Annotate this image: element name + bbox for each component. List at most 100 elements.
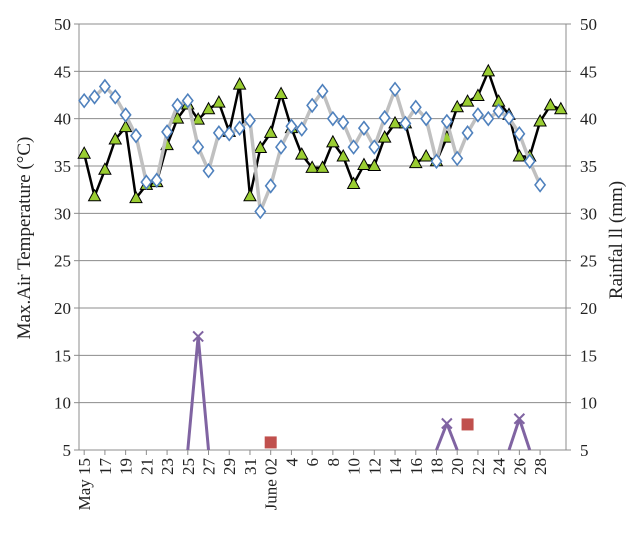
- diamond-marker: [337, 114, 350, 131]
- y-tick-label-left: 5: [63, 441, 72, 460]
- triangle-marker: [553, 101, 568, 115]
- y-tick-label-left: 10: [54, 394, 71, 413]
- triangle-marker: [201, 101, 216, 115]
- diamond-marker: [523, 153, 536, 170]
- diamond-marker: [181, 92, 194, 109]
- y-tick-label-left: 50: [54, 15, 71, 34]
- triangle-marker: [253, 140, 268, 154]
- x-marker-stroke: [441, 417, 453, 430]
- triangle-marker: [274, 86, 288, 100]
- x-tick-label: 18: [427, 458, 446, 475]
- x-marker-stroke: [192, 330, 204, 343]
- diamond-marker: [389, 81, 402, 98]
- square-marker: [264, 436, 277, 449]
- diamond-marker: [513, 126, 526, 142]
- y-tick-label-left: 40: [54, 110, 71, 129]
- triangle-marker: [377, 130, 392, 143]
- triangle-marker: [326, 134, 340, 148]
- x-tick-label: 23: [158, 458, 177, 475]
- y-axis-label-right: Rainfal ll (mm): [606, 181, 627, 299]
- triangle-marker: [98, 162, 112, 175]
- label-layer: Max.Air Temperature (°C) Rainfal ll (mm): [14, 137, 627, 340]
- y-tick-label-left: 30: [54, 204, 71, 223]
- diamond-marker: [451, 150, 464, 167]
- diamond-marker: [119, 107, 132, 123]
- x-tick-label: May 15: [75, 458, 94, 510]
- diamond-marker: [88, 89, 101, 105]
- diamond-marker: [98, 78, 111, 95]
- diamond-marker: [109, 89, 122, 105]
- triangle-marker: [367, 158, 382, 171]
- x-tick-label: 19: [117, 458, 136, 475]
- y-tick-label-right: 40: [580, 110, 597, 129]
- diamond-marker: [409, 99, 422, 116]
- diamond-marker: [378, 109, 391, 126]
- diamond-marker: [129, 127, 142, 144]
- triangle-marker: [357, 157, 371, 171]
- y-tick-label-right: 35: [580, 157, 597, 176]
- series-layer: [77, 63, 568, 451]
- triangle-marker: [305, 160, 319, 173]
- diamond-marker: [171, 97, 184, 114]
- x-tick-label: 31: [241, 458, 260, 475]
- rainfall-spike-line: [435, 421, 459, 451]
- diamond-marker: [399, 115, 412, 132]
- square-marker: [461, 418, 474, 431]
- y-tick-label-right: 10: [580, 394, 597, 413]
- triangle-marker: [481, 63, 496, 77]
- triangle-marker: [263, 125, 278, 138]
- triangle-marker: [87, 188, 102, 202]
- x-tick-label: June 02: [262, 458, 281, 510]
- triangle-marker: [129, 190, 143, 204]
- diamond-marker: [264, 178, 277, 194]
- diamond-marker: [243, 112, 256, 129]
- y-tick-label-left: 20: [54, 299, 71, 318]
- y-axis-label-left: Max.Air Temperature (°C): [14, 137, 35, 340]
- x-tick-label: 20: [448, 458, 467, 475]
- diamond-marker: [233, 120, 246, 136]
- diamond-marker: [295, 121, 308, 137]
- triangle-marker: [450, 99, 465, 113]
- x-tick-label: 27: [200, 458, 219, 476]
- diamond-marker: [223, 126, 236, 142]
- triangle-marker: [191, 112, 206, 125]
- triangle-marker: [533, 113, 547, 127]
- triangle-marker: [543, 97, 558, 111]
- diamond-marker: [368, 139, 381, 155]
- diamond-marker: [420, 110, 433, 127]
- x-marker: [513, 413, 526, 425]
- y-tick-label-right: 20: [580, 299, 597, 318]
- x-marker: [192, 330, 204, 343]
- y-tick-label-right: 5: [580, 441, 589, 460]
- x-tick-label: 4: [282, 458, 301, 467]
- triangle-marker: [315, 160, 330, 173]
- diamond-marker: [275, 139, 288, 155]
- diamond-marker: [285, 118, 298, 135]
- y-tick-label-right: 25: [580, 252, 597, 271]
- x-tick-label: 24: [490, 458, 509, 476]
- x-marker-stroke: [513, 413, 526, 425]
- diamond-marker: [357, 120, 370, 136]
- diamond-marker: [440, 113, 453, 130]
- y-tick-label-left: 35: [54, 157, 71, 176]
- y-tick-label-left: 25: [54, 252, 71, 271]
- y-tick-label-right: 15: [580, 346, 597, 365]
- triangle-marker: [408, 155, 423, 169]
- triangle-marker: [419, 148, 433, 162]
- triangle-marker: [77, 146, 92, 159]
- y-tick-label-left: 45: [54, 62, 71, 81]
- diamond-marker: [140, 174, 153, 190]
- x-tick-label: 17: [96, 458, 115, 476]
- triangle-marker: [232, 77, 247, 90]
- diamond-marker: [503, 109, 516, 126]
- x-tick-label: 8: [324, 458, 343, 467]
- x-tick-label: 21: [137, 458, 156, 475]
- diamond-marker: [306, 97, 319, 114]
- triangle-marker: [118, 119, 133, 133]
- diamond-marker: [202, 162, 215, 179]
- triangle-marker: [512, 148, 527, 162]
- y-tick-label-left: 15: [54, 346, 71, 365]
- triangle-marker: [336, 148, 351, 162]
